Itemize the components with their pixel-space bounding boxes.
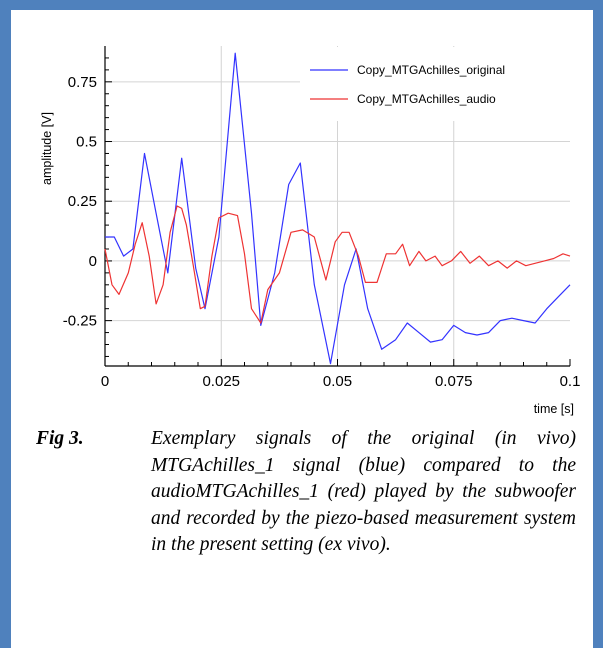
y-axis-label: amplitude [V] bbox=[40, 112, 54, 185]
x-tick-label: 0 bbox=[101, 373, 109, 390]
x-tick-label: 0.025 bbox=[202, 373, 240, 390]
y-tick-label: 0.75 bbox=[68, 74, 97, 91]
caption-text: Exemplary signals of the original (in vi… bbox=[151, 428, 576, 555]
y-tick-label: 0 bbox=[89, 253, 97, 270]
y-tick-label: 0.5 bbox=[76, 134, 97, 151]
y-tick-label: 0.25 bbox=[68, 193, 97, 210]
axes: 0 0.025 0.05 0.075 0.1 -0.25 0 0.25 0.5 0.75 bbox=[63, 46, 581, 390]
legend-box bbox=[300, 47, 571, 121]
series-line-audio bbox=[104, 205, 571, 324]
x-tick-label: 0.1 bbox=[560, 373, 581, 390]
x-axis-label: time [s] bbox=[534, 402, 574, 416]
y-tick-label: -0.25 bbox=[63, 313, 97, 330]
line-chart: 0 0.025 0.05 0.075 0.1 -0.25 0 0.25 0.5 0.75 Copy… bbox=[40, 46, 581, 416]
figure-number: Fig 3. bbox=[36, 428, 84, 449]
legend-label: Copy_MTGAchilles_audio bbox=[357, 92, 496, 106]
series-layer bbox=[104, 52, 571, 365]
x-tick-label: 0.05 bbox=[323, 373, 352, 390]
x-tick-label: 0.075 bbox=[435, 373, 473, 390]
legend: Copy_MTGAchilles_original Copy_MTGAchille… bbox=[300, 47, 571, 121]
axis-labels: amplitude [V] time [s] bbox=[40, 112, 574, 416]
series-line-original bbox=[105, 52, 571, 365]
legend-label: Copy_MTGAchilles_original bbox=[357, 63, 505, 77]
